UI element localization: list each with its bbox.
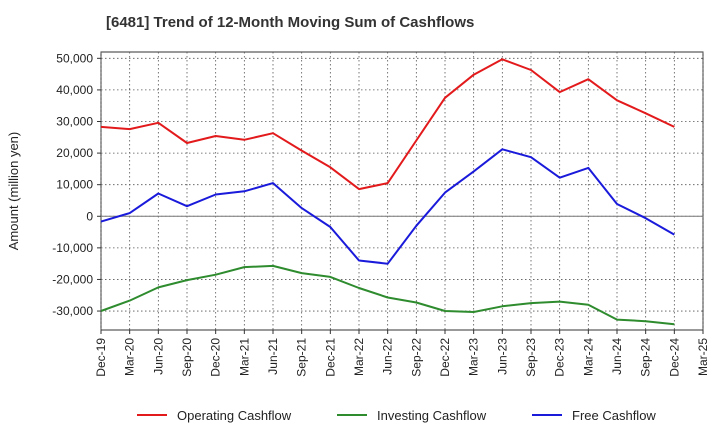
x-tick-label: Dec-19 bbox=[94, 338, 108, 377]
x-tick-label: Sep-22 bbox=[409, 338, 423, 377]
x-tick-label: Jun-20 bbox=[151, 338, 165, 375]
x-tick-label: Dec-21 bbox=[323, 338, 337, 377]
operating-cashflow-legend-label: Operating Cashflow bbox=[177, 408, 292, 423]
y-tick-label: -30,000 bbox=[52, 304, 93, 318]
operating-cashflow-line bbox=[100, 58, 675, 191]
x-tick-label: Sep-20 bbox=[180, 338, 194, 377]
x-tick-label: Dec-24 bbox=[667, 338, 681, 377]
grid-lines bbox=[100, 52, 704, 330]
y-axis-ticks: 50,000 40,000 30,000 20,000 10,000 0 -10,000 -2… bbox=[52, 51, 101, 318]
free-cashflow-line bbox=[100, 148, 675, 265]
x-tick-label: Mar-23 bbox=[467, 338, 481, 376]
x-tick-label: Sep-21 bbox=[295, 338, 309, 377]
investing-cashflow-line bbox=[100, 264, 675, 326]
investing-cashflow-legend-label: Investing Cashflow bbox=[377, 408, 487, 423]
x-axis-ticks: Dec-19 Mar-20 Jun-20 Sep-20 Dec-20 Mar-21 Jun-… bbox=[94, 330, 710, 377]
y-tick-label: -10,000 bbox=[52, 241, 93, 255]
y-tick-label: -20,000 bbox=[52, 272, 93, 286]
y-tick-label: 40,000 bbox=[56, 83, 93, 97]
y-tick-label: 50,000 bbox=[56, 51, 93, 65]
x-tick-label: Sep-24 bbox=[639, 338, 653, 377]
x-tick-label: Mar-20 bbox=[123, 338, 137, 376]
x-tick-label: Mar-21 bbox=[237, 338, 251, 376]
y-axis-title: Amount (million yen) bbox=[6, 132, 21, 251]
x-tick-label: Jun-23 bbox=[495, 338, 509, 375]
x-tick-label: Dec-20 bbox=[209, 338, 223, 377]
free-cashflow-legend-label: Free Cashflow bbox=[572, 408, 656, 423]
x-tick-label: Jun-24 bbox=[610, 338, 624, 375]
y-tick-label: 0 bbox=[86, 209, 93, 223]
x-tick-label: Jun-22 bbox=[381, 338, 395, 375]
x-tick-label: Mar-25 bbox=[696, 338, 710, 376]
legend: Operating Cashflow Investing Cashflow Free… bbox=[137, 408, 656, 423]
y-tick-label: 20,000 bbox=[56, 146, 93, 160]
y-tick-label: 30,000 bbox=[56, 115, 93, 129]
x-tick-label: Mar-24 bbox=[581, 338, 595, 376]
x-tick-label: Dec-22 bbox=[438, 338, 452, 377]
x-tick-label: Dec-23 bbox=[553, 338, 567, 377]
x-tick-label: Jun-21 bbox=[266, 338, 280, 375]
x-tick-label: Mar-22 bbox=[352, 338, 366, 376]
x-tick-label: Sep-23 bbox=[524, 338, 538, 377]
plot-area bbox=[100, 51, 704, 331]
chart-title: [6481] Trend of 12-Month Moving Sum of C… bbox=[106, 14, 475, 31]
series-lines bbox=[100, 58, 675, 326]
y-tick-label: 10,000 bbox=[56, 178, 93, 192]
